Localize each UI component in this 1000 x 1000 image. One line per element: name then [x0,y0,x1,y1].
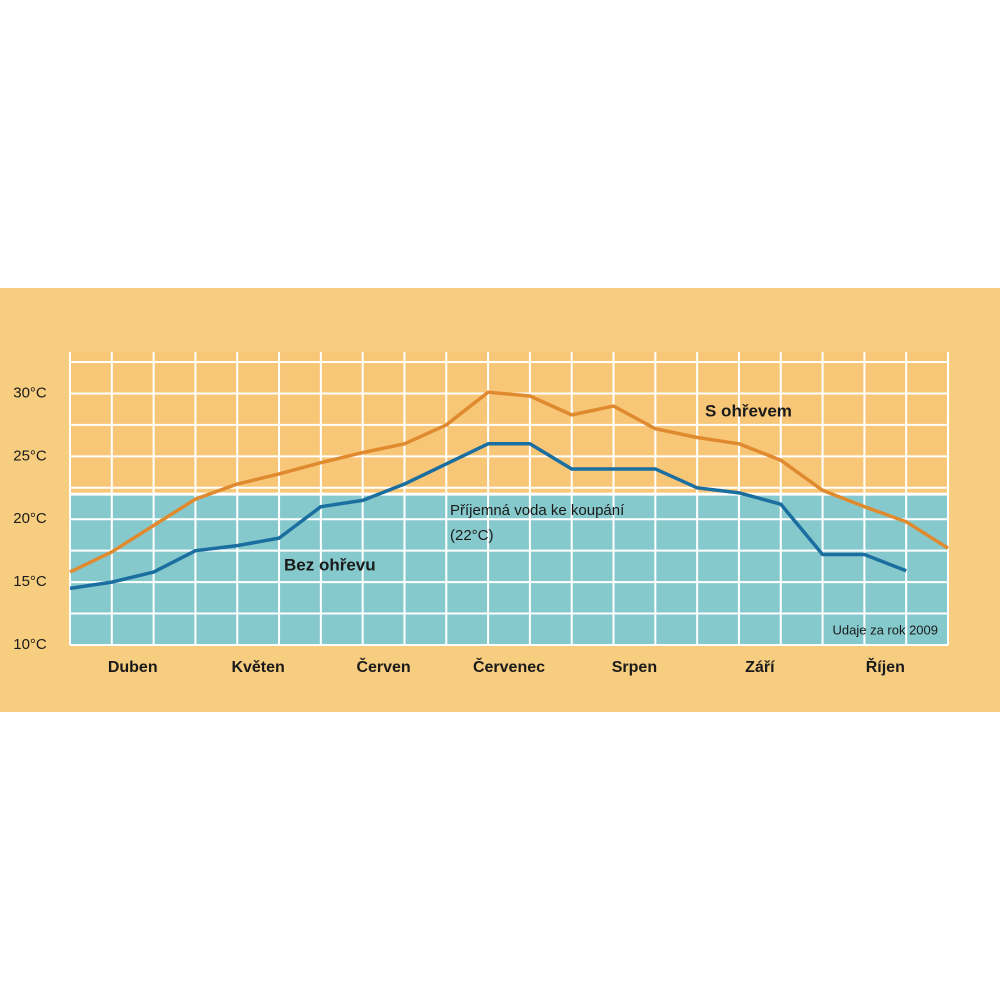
series-line [69,442,907,591]
x-tick-label: Září [745,659,775,676]
x-tick-label: Červenec [473,657,545,676]
y-tick-label: 25°C [13,447,47,464]
y-tick-label: 30°C [13,384,47,401]
series-label: Bez ohřevu [284,555,376,574]
note: Udaje za rok 2009 [832,622,938,637]
annotation: (22°C) [450,527,494,544]
x-tick-label: Květen [231,659,284,676]
x-tick-label: Duben [108,659,158,676]
y-tick-label: 10°C [13,636,47,653]
series-line [69,390,949,574]
x-tick-label: Srpen [612,659,657,676]
y-tick-label: 15°C [13,573,47,590]
annotation: Příjemná voda ke koupání [450,502,625,519]
x-tick-label: Říjen [866,657,905,676]
series-label: S ohřevem [705,401,792,420]
x-tick-label: Červen [356,657,410,676]
y-tick-label: 20°C [13,510,47,527]
